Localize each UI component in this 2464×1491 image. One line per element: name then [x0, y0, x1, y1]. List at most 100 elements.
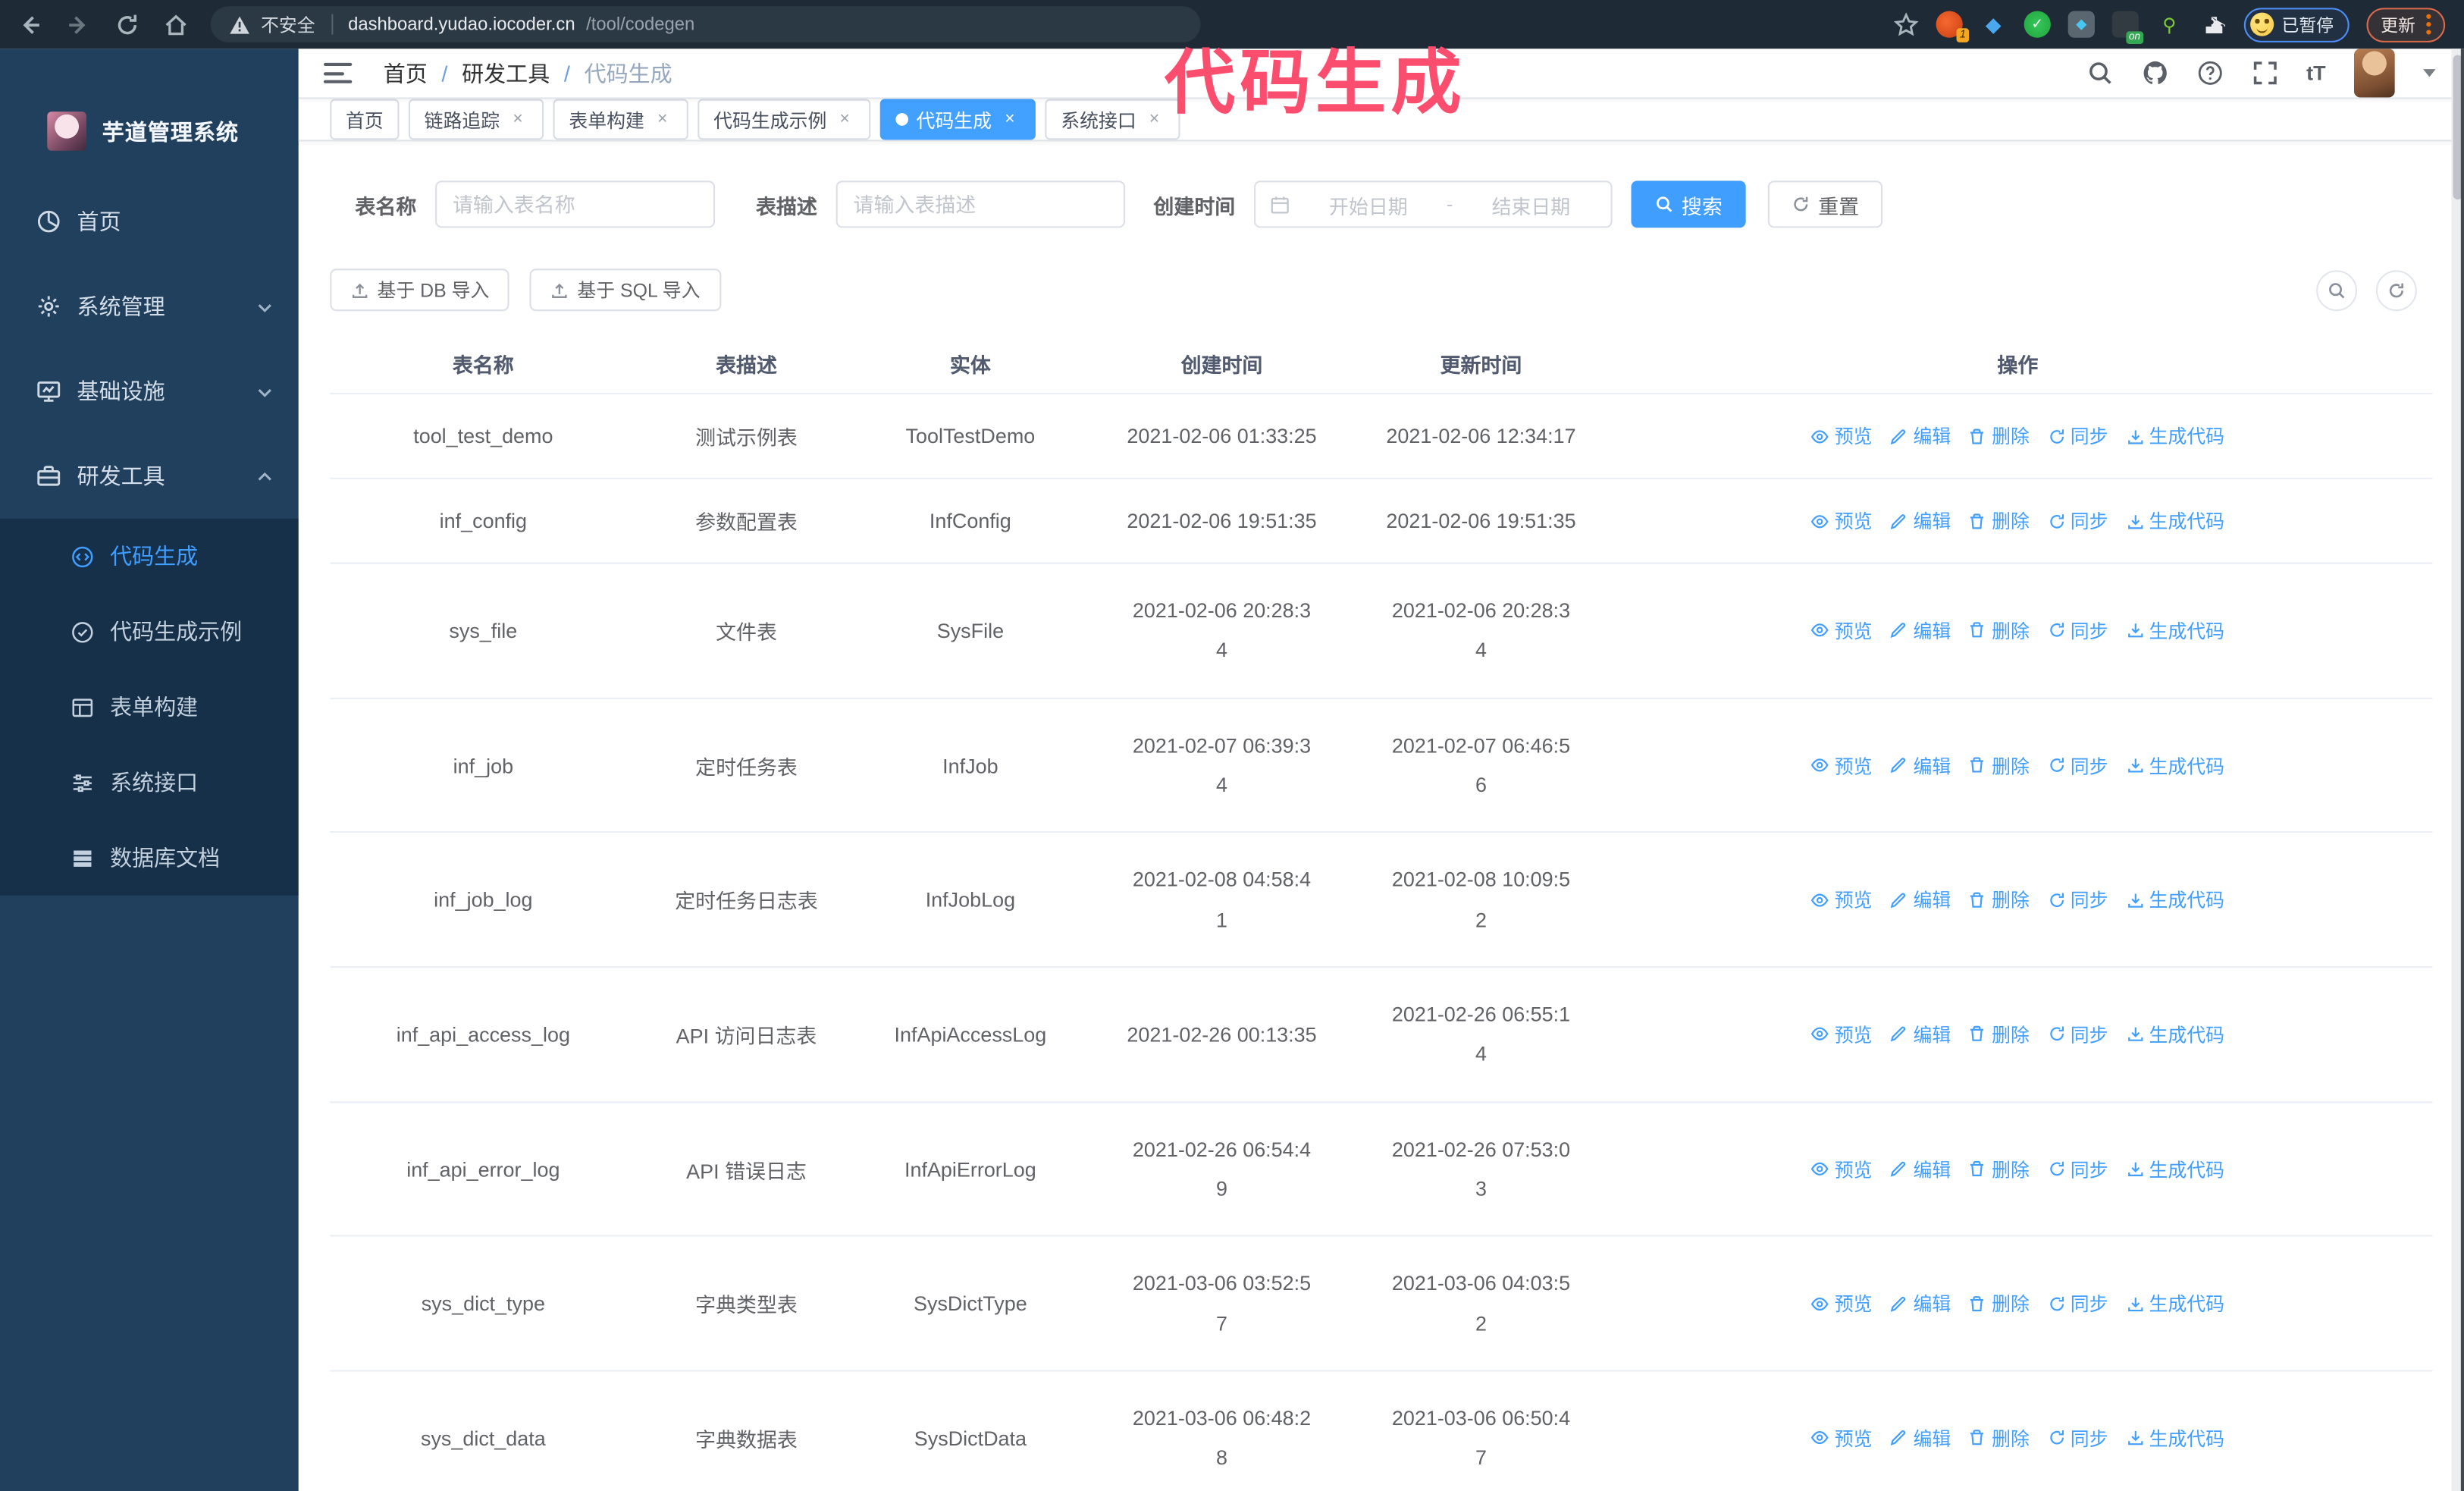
breadcrumb-home[interactable]: 首页	[383, 60, 428, 86]
scrollbar-thumb[interactable]	[2453, 55, 2462, 200]
sidebar-item-form-builder[interactable]: 表单构建	[0, 670, 299, 745]
sidebar-item-codegen[interactable]: 代码生成	[0, 519, 299, 594]
sync-link[interactable]: 同步	[2047, 1021, 2108, 1047]
edit-link[interactable]: 编辑	[1889, 887, 1951, 913]
github-icon[interactable]	[2142, 60, 2168, 86]
sidebar-item-devtools[interactable]: 研发工具	[0, 434, 299, 519]
preview-link[interactable]: 预览	[1811, 752, 1873, 778]
sync-link[interactable]: 同步	[2047, 1156, 2108, 1182]
tab-close-icon[interactable]	[835, 109, 855, 130]
edit-link[interactable]: 编辑	[1889, 422, 1951, 449]
sidebar-collapse-icon[interactable]	[323, 62, 353, 83]
extension-gem-icon[interactable]: ◆	[1985, 11, 2002, 36]
edit-link[interactable]: 编辑	[1889, 1156, 1951, 1182]
preview-link[interactable]: 预览	[1811, 617, 1873, 644]
generate-code-link[interactable]: 生成代码	[2125, 422, 2224, 449]
extension-colorzilla-icon[interactable]: 1	[1936, 11, 1970, 42]
generate-code-link[interactable]: 生成代码	[2125, 617, 2224, 644]
import-sql-button[interactable]: 基于 SQL 导入	[530, 268, 721, 312]
extension-puzzle-icon[interactable]	[2200, 11, 2227, 38]
delete-link[interactable]: 删除	[1968, 1425, 2030, 1452]
generate-code-link[interactable]: 生成代码	[2125, 1021, 2224, 1047]
delete-link[interactable]: 删除	[1968, 507, 2030, 534]
refresh-table-button[interactable]	[2375, 269, 2417, 311]
delete-link[interactable]: 删除	[1968, 1156, 2030, 1182]
tab-tracing[interactable]: 链路追踪	[408, 99, 544, 140]
generate-code-link[interactable]: 生成代码	[2125, 887, 2224, 913]
reload-icon[interactable]	[113, 11, 140, 38]
preview-link[interactable]: 预览	[1811, 1156, 1873, 1182]
delete-link[interactable]: 删除	[1968, 1290, 2030, 1317]
table-desc-input[interactable]	[835, 180, 1126, 228]
preview-link[interactable]: 预览	[1811, 887, 1873, 913]
forward-icon[interactable]	[64, 11, 91, 38]
generate-code-link[interactable]: 生成代码	[2125, 752, 2224, 778]
preview-link[interactable]: 预览	[1811, 422, 1873, 449]
sync-link[interactable]: 同步	[2047, 887, 2108, 913]
extension-key-icon[interactable]: ⚲	[2162, 13, 2177, 36]
sidebar-item-system[interactable]: 系统管理	[0, 264, 299, 349]
table-name-input[interactable]	[435, 180, 716, 228]
sidebar-item-db-doc[interactable]: 数据库文档	[0, 820, 299, 895]
generate-code-link[interactable]: 生成代码	[2125, 1290, 2224, 1317]
generate-code-link[interactable]: 生成代码	[2125, 1425, 2224, 1452]
delete-link[interactable]: 删除	[1968, 1021, 2030, 1047]
search-icon[interactable]	[2086, 60, 2113, 86]
delete-link[interactable]: 删除	[1968, 422, 2030, 449]
page-scrollbar[interactable]	[2451, 49, 2464, 1491]
import-db-button[interactable]: 基于 DB 导入	[330, 268, 510, 312]
preview-link[interactable]: 预览	[1811, 507, 1873, 534]
back-icon[interactable]	[16, 11, 42, 38]
edit-link[interactable]: 编辑	[1889, 617, 1951, 644]
breadcrumb-devtools[interactable]: 研发工具	[462, 60, 550, 86]
address-bar[interactable]: 不安全 dashboard.yudao.iocoder.cn/tool/code…	[210, 6, 1201, 42]
sync-link[interactable]: 同步	[2047, 752, 2108, 778]
tab-close-icon[interactable]	[999, 109, 1020, 130]
toggle-search-button[interactable]	[2316, 269, 2358, 311]
create-time-range-picker[interactable]: 开始日期 - 结束日期	[1254, 180, 1613, 228]
browser-update-menu[interactable]: 更新	[2366, 7, 2446, 42]
tab-system-api[interactable]: 系统接口	[1045, 99, 1180, 140]
edit-link[interactable]: 编辑	[1889, 1425, 1951, 1452]
delete-link[interactable]: 删除	[1968, 752, 2030, 778]
preview-link[interactable]: 预览	[1811, 1425, 1873, 1452]
sidebar-item-codegen-example[interactable]: 代码生成示例	[0, 594, 299, 669]
home-icon[interactable]	[161, 11, 188, 38]
avatar-caret-icon[interactable]	[2423, 69, 2436, 77]
tab-codegen[interactable]: 代码生成	[879, 99, 1036, 140]
tab-close-icon[interactable]	[652, 109, 672, 130]
search-button[interactable]: 搜索	[1631, 180, 1746, 228]
user-avatar[interactable]	[2353, 49, 2395, 98]
extension-switch-icon[interactable]: on	[2111, 11, 2144, 45]
security-warning-icon[interactable]	[230, 15, 250, 34]
sidebar-item-home[interactable]: 首页	[0, 179, 299, 264]
edit-link[interactable]: 编辑	[1889, 752, 1951, 778]
generate-code-link[interactable]: 生成代码	[2125, 1156, 2224, 1182]
tab-close-icon[interactable]	[1144, 109, 1165, 130]
browser-profile-chip[interactable]: 已暂停	[2243, 7, 2350, 42]
edit-link[interactable]: 编辑	[1889, 1021, 1951, 1047]
app-logo-row[interactable]: 芋道管理系统	[0, 49, 299, 179]
tab-home[interactable]: 首页	[330, 99, 400, 140]
help-icon[interactable]	[2196, 60, 2223, 86]
tab-close-icon[interactable]	[508, 109, 528, 130]
delete-link[interactable]: 删除	[1968, 887, 2030, 913]
sync-link[interactable]: 同步	[2047, 1425, 2108, 1452]
bookmark-star-icon[interactable]	[1892, 11, 1919, 38]
tab-codegen-example[interactable]: 代码生成示例	[698, 99, 871, 140]
font-size-icon[interactable]: tT	[2306, 61, 2326, 85]
sync-link[interactable]: 同步	[2047, 617, 2108, 644]
generate-code-link[interactable]: 生成代码	[2125, 507, 2224, 534]
extension-shield-icon[interactable]: ✓	[2024, 11, 2051, 38]
extension-panel-icon[interactable]: ◆	[2067, 11, 2095, 38]
sidebar-item-system-api[interactable]: 系统接口	[0, 745, 299, 820]
reset-button[interactable]: 重置	[1767, 180, 1883, 228]
edit-link[interactable]: 编辑	[1889, 1290, 1951, 1317]
sidebar-item-infra[interactable]: 基础设施	[0, 349, 299, 434]
sync-link[interactable]: 同步	[2047, 422, 2108, 449]
fullscreen-icon[interactable]	[2252, 60, 2278, 86]
delete-link[interactable]: 删除	[1968, 617, 2030, 644]
edit-link[interactable]: 编辑	[1889, 507, 1951, 534]
tab-form-builder[interactable]: 表单构建	[553, 99, 688, 140]
sync-link[interactable]: 同步	[2047, 507, 2108, 534]
